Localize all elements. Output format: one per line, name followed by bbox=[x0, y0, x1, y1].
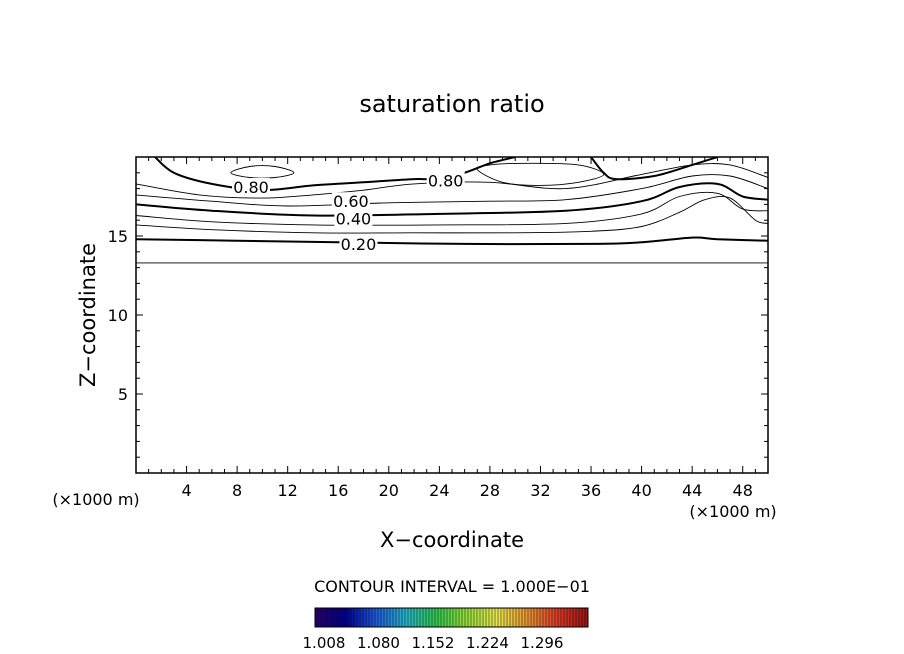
x-tick-label: 28 bbox=[480, 481, 500, 500]
y-tick-label: 10 bbox=[108, 306, 128, 325]
y-tick-label: 5 bbox=[118, 385, 128, 404]
contour-line-0-9 bbox=[476, 162, 605, 186]
x-axis-label: X−coordinate bbox=[380, 528, 524, 552]
colorbar-tick-labels: 1.008 1.080 1.152 1.224 1.296 bbox=[303, 634, 564, 652]
x-tick-label: 16 bbox=[328, 481, 348, 500]
contour-lines bbox=[136, 157, 768, 264]
contour-label-bg bbox=[232, 178, 271, 196]
x-unit-right: (×1000 m) bbox=[689, 502, 776, 521]
y-axis-ticks: 5 10 15 bbox=[108, 156, 768, 474]
contour-line-0-5 bbox=[136, 182, 768, 217]
colorbar-tick-label: 1.296 bbox=[521, 634, 564, 652]
x-tick-label: 44 bbox=[682, 481, 702, 500]
x-unit-left: (×1000 m) bbox=[52, 490, 139, 509]
contour-line-0-8 bbox=[590, 157, 718, 181]
colorbar-stripes bbox=[317, 608, 586, 627]
contour-label: 0.60 bbox=[333, 192, 369, 211]
plot-frame bbox=[135, 156, 769, 474]
contour-line-0-3 bbox=[136, 196, 768, 234]
contour-line-0-9 bbox=[230, 165, 295, 179]
contour-label-bg bbox=[339, 234, 378, 252]
colorbar-tick-label: 1.080 bbox=[357, 634, 400, 652]
x-tick-label: 36 bbox=[581, 481, 601, 500]
y-tick-label: 15 bbox=[108, 227, 128, 246]
x-tick-label: 8 bbox=[232, 481, 242, 500]
y-axis-label: Z−coordinate bbox=[76, 243, 100, 387]
chart-title: saturation ratio bbox=[359, 90, 544, 118]
colorbar bbox=[314, 607, 589, 628]
contour-interval-text: CONTOUR INTERVAL = 1.000E−01 bbox=[314, 577, 590, 596]
contour-label: 0.80 bbox=[233, 178, 269, 197]
x-axis-ticks: 4 8 12 16 20 24 28 32 36 40 44 48 bbox=[135, 157, 769, 500]
contour-line-0-8 bbox=[154, 157, 516, 192]
x-tick-label: 48 bbox=[733, 481, 753, 500]
x-tick-label: 20 bbox=[379, 481, 399, 500]
contour-line-0-2 bbox=[136, 236, 768, 246]
x-tick-label: 12 bbox=[278, 481, 298, 500]
contour-label: 0.40 bbox=[336, 210, 372, 229]
x-tick-label: 4 bbox=[181, 481, 191, 500]
x-tick-label: 40 bbox=[631, 481, 651, 500]
contour-label-bg bbox=[331, 192, 370, 210]
contour-labels: 0.80 0.80 0.600.40 0.20 bbox=[232, 171, 465, 254]
colorbar-tick-label: 1.224 bbox=[466, 634, 509, 652]
contour-label-bg bbox=[334, 209, 373, 227]
contour-label-bg bbox=[426, 171, 465, 189]
colorbar-tick-label: 1.008 bbox=[303, 634, 346, 652]
contour-label: 0.20 bbox=[341, 235, 377, 254]
contour-label: 0.80 bbox=[428, 172, 464, 191]
colorbar-tick-label: 1.152 bbox=[412, 634, 455, 652]
contour-line-0-6 bbox=[136, 173, 768, 207]
contour-line-0-4 bbox=[136, 191, 768, 226]
x-tick-label: 32 bbox=[530, 481, 550, 500]
x-tick-label: 24 bbox=[429, 481, 449, 500]
